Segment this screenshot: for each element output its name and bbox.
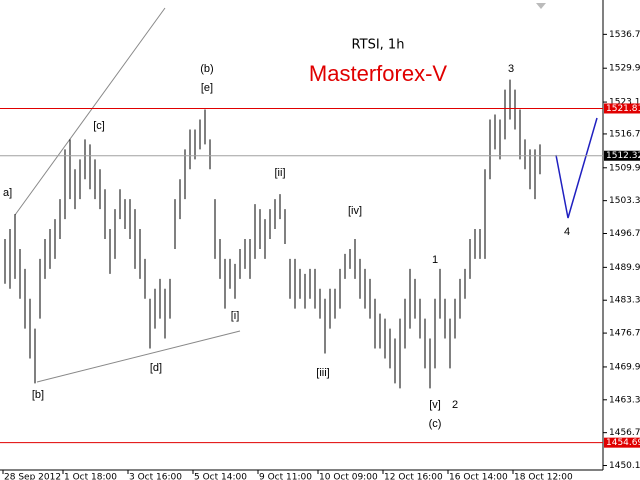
wave-label: [v] xyxy=(429,399,441,411)
y-tick-label: 1463.30 xyxy=(609,395,640,405)
y-tick-label: 1450.10 xyxy=(609,461,640,471)
wave-label: [e] xyxy=(201,82,213,94)
x-tick-label: 18 Oct 12:00 xyxy=(514,473,573,480)
wave-label: 3 xyxy=(508,63,514,75)
wave-label: [i] xyxy=(231,310,240,322)
wave-label: 1 xyxy=(432,254,438,266)
wave-label: 4 xyxy=(564,226,570,238)
y-tick-label: 1529.90 xyxy=(609,64,640,74)
y-tick-label: 1516.70 xyxy=(609,129,640,139)
y-tick-label: 1503.30 xyxy=(609,196,640,206)
x-tick-label: 16 Oct 14:00 xyxy=(449,473,508,480)
wave-label: (c) xyxy=(429,418,442,430)
y-tick-label: 1483.30 xyxy=(609,296,640,306)
y-tick-label: 1489.90 xyxy=(609,263,640,273)
x-tick-label: 28 Sep 2012 xyxy=(4,473,61,480)
y-tick-label: 1476.70 xyxy=(609,329,640,339)
x-tick-label: 9 Oct 11:00 xyxy=(259,473,312,480)
y-tick-label: 1536.70 xyxy=(609,30,640,40)
wave-label: (b) xyxy=(200,63,213,75)
x-tick-label: 5 Oct 14:00 xyxy=(194,473,247,480)
x-tick-label: 1 Oct 18:00 xyxy=(64,473,117,480)
y-tick-label: 1469.90 xyxy=(609,362,640,372)
wave-label: a] xyxy=(3,187,12,199)
level-label-box xyxy=(604,437,640,448)
projection xyxy=(555,117,598,219)
x-tick-label: 3 Oct 16:00 xyxy=(129,473,182,480)
level-label-box xyxy=(604,103,640,114)
wave-label: [c] xyxy=(93,120,105,132)
level-label-box xyxy=(604,150,640,161)
chart-subtitle: Masterforex-V xyxy=(309,61,447,86)
chart-title: RTSI, 1h xyxy=(352,38,405,53)
level-label: 1512.32 xyxy=(606,151,640,161)
level-label: 1521.81 xyxy=(606,104,640,114)
y-tick-label: 1456.70 xyxy=(609,428,640,438)
wave-label: [iii] xyxy=(316,367,329,379)
wave-label: 2 xyxy=(452,399,458,411)
x-tick-label: 10 Oct 09:00 xyxy=(319,473,378,480)
y-tick-label: 1523.10 xyxy=(609,98,640,108)
x-tick-label: 12 Oct 16:00 xyxy=(384,473,443,480)
level-label: 1454.69 xyxy=(606,438,640,448)
wave-label: [d] xyxy=(150,362,162,374)
y-tick-label: 1509.90 xyxy=(609,163,640,173)
wave-label: [b] xyxy=(32,389,44,401)
wave-label: [ii] xyxy=(275,167,286,179)
scroll-marker xyxy=(536,3,546,9)
trend-line xyxy=(14,7,166,216)
y-tick-label: 1496.70 xyxy=(609,229,640,239)
wave-label: [iv] xyxy=(348,205,362,217)
trend-line xyxy=(36,330,241,383)
